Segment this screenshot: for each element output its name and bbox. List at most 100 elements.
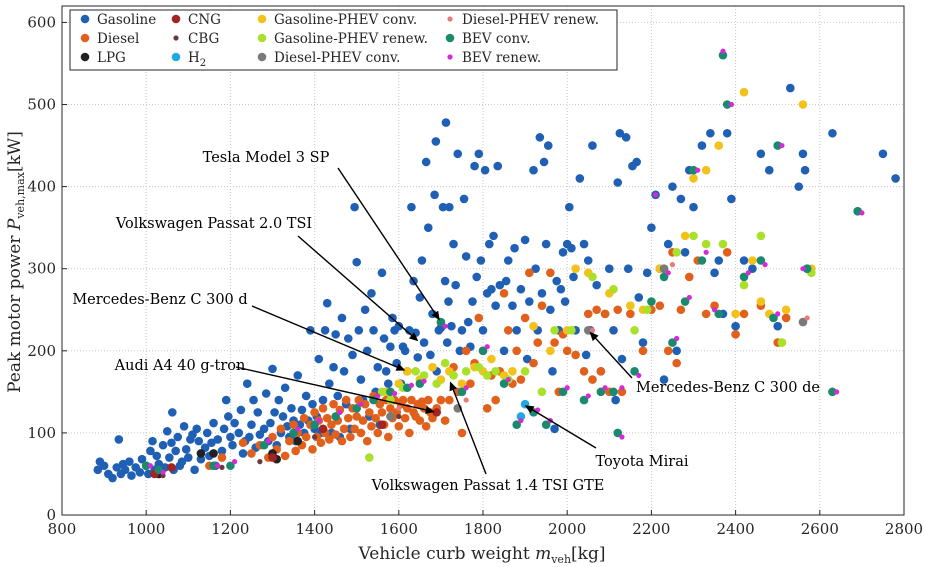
data-point <box>689 174 698 183</box>
data-point <box>337 313 347 323</box>
data-point <box>550 338 559 347</box>
data-point <box>158 440 168 450</box>
annotations: Tesla Model 3 SP Volkswagen Passat 2.0 TS… <box>72 150 820 494</box>
data-point <box>190 465 199 475</box>
data-point <box>293 371 303 380</box>
data-point <box>602 385 608 391</box>
legend-marker <box>257 33 267 43</box>
data-point <box>558 387 568 397</box>
legend-marker <box>257 52 267 62</box>
data-point <box>756 149 766 159</box>
data-point <box>647 297 656 306</box>
data-point <box>731 321 740 331</box>
data-point <box>417 256 427 265</box>
data-point <box>579 239 589 249</box>
data-point <box>731 309 740 319</box>
data-point <box>209 449 218 458</box>
data-point <box>474 313 484 323</box>
y-tick-label: 600 <box>27 13 56 31</box>
data-point <box>268 453 277 462</box>
data-point <box>512 346 521 356</box>
data-point <box>611 395 620 405</box>
annotation-arrow <box>251 305 401 369</box>
data-point <box>615 128 625 138</box>
data-point <box>720 48 726 54</box>
data-point <box>613 428 623 438</box>
data-point <box>367 422 376 431</box>
data-point <box>781 313 791 323</box>
data-point <box>238 438 248 448</box>
annotation-arrow <box>529 407 597 449</box>
data-point <box>148 436 157 446</box>
data-point <box>276 424 286 434</box>
data-point <box>668 182 677 191</box>
data-point <box>268 432 277 442</box>
legend-marker <box>447 54 453 60</box>
series-diesel-phev-renew- <box>396 262 810 411</box>
data-point <box>764 165 774 175</box>
data-point <box>775 311 781 317</box>
data-point <box>461 252 471 261</box>
data-point <box>556 284 566 294</box>
data-point <box>638 338 648 347</box>
data-point <box>663 239 673 249</box>
legend-label: H2 <box>188 50 206 69</box>
data-point <box>525 268 534 278</box>
x-tick-label: 2800 <box>885 520 923 538</box>
data-point <box>295 426 301 432</box>
data-point <box>400 413 410 423</box>
data-point <box>558 247 568 257</box>
data-point <box>634 293 644 302</box>
data-point <box>312 434 318 440</box>
data-point <box>672 247 681 257</box>
data-point <box>377 268 387 278</box>
data-point <box>522 354 532 364</box>
data-point <box>689 165 698 175</box>
data-point <box>348 350 357 360</box>
data-point <box>308 399 317 409</box>
data-point <box>415 416 425 425</box>
legend: Gasoline Diesel LPG CNG CBG H2 Gasoline-PHEV c… <box>69 9 618 71</box>
data-point <box>207 438 216 448</box>
data-point <box>127 471 136 480</box>
data-point <box>777 338 787 347</box>
data-point <box>259 424 269 434</box>
data-point <box>487 284 496 294</box>
data-point <box>453 149 463 159</box>
data-point <box>674 335 680 342</box>
data-point <box>377 408 387 417</box>
legend-label: BEV conv. <box>462 31 531 47</box>
data-point <box>596 367 606 376</box>
data-point <box>141 461 151 471</box>
data-point <box>228 440 237 450</box>
data-point <box>316 417 322 424</box>
data-point <box>592 305 601 315</box>
data-point <box>605 264 614 274</box>
data-point <box>352 412 362 421</box>
data-point <box>779 142 785 149</box>
data-point <box>341 395 351 405</box>
data-point <box>485 239 494 249</box>
legend-label: CBG <box>188 31 219 47</box>
data-point <box>381 367 391 376</box>
data-point <box>202 428 212 438</box>
data-point <box>680 231 690 241</box>
data-point <box>358 416 368 425</box>
annotation-arrow <box>297 235 415 338</box>
series-h2 <box>516 399 530 421</box>
data-point <box>114 435 124 444</box>
data-point <box>722 128 732 138</box>
legend-marker <box>445 33 455 43</box>
data-point <box>463 397 469 403</box>
data-point <box>589 327 596 333</box>
data-point <box>217 453 227 462</box>
data-point <box>219 424 229 434</box>
series-cbg <box>160 413 402 479</box>
data-point <box>472 272 481 282</box>
data-point <box>249 395 258 405</box>
legend-marker <box>80 33 90 43</box>
data-point <box>327 420 336 429</box>
data-point <box>301 432 311 442</box>
data-point <box>373 362 383 372</box>
data-point <box>798 317 808 327</box>
